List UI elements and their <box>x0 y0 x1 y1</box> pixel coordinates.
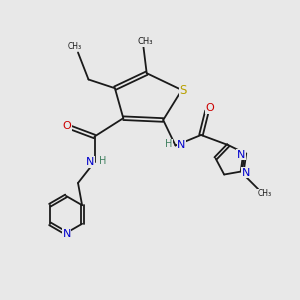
Text: H: H <box>165 139 172 149</box>
Text: N: N <box>177 140 186 150</box>
Text: O: O <box>62 121 71 131</box>
Text: S: S <box>180 83 187 97</box>
Text: N: N <box>237 150 245 160</box>
Text: CH₃: CH₃ <box>68 42 82 51</box>
Text: CH₃: CH₃ <box>257 189 271 198</box>
Text: CH₃: CH₃ <box>137 38 153 46</box>
Text: N: N <box>86 157 94 167</box>
Text: H: H <box>99 156 106 167</box>
Text: N: N <box>242 168 250 178</box>
Text: O: O <box>206 103 214 113</box>
Text: N: N <box>62 229 71 239</box>
